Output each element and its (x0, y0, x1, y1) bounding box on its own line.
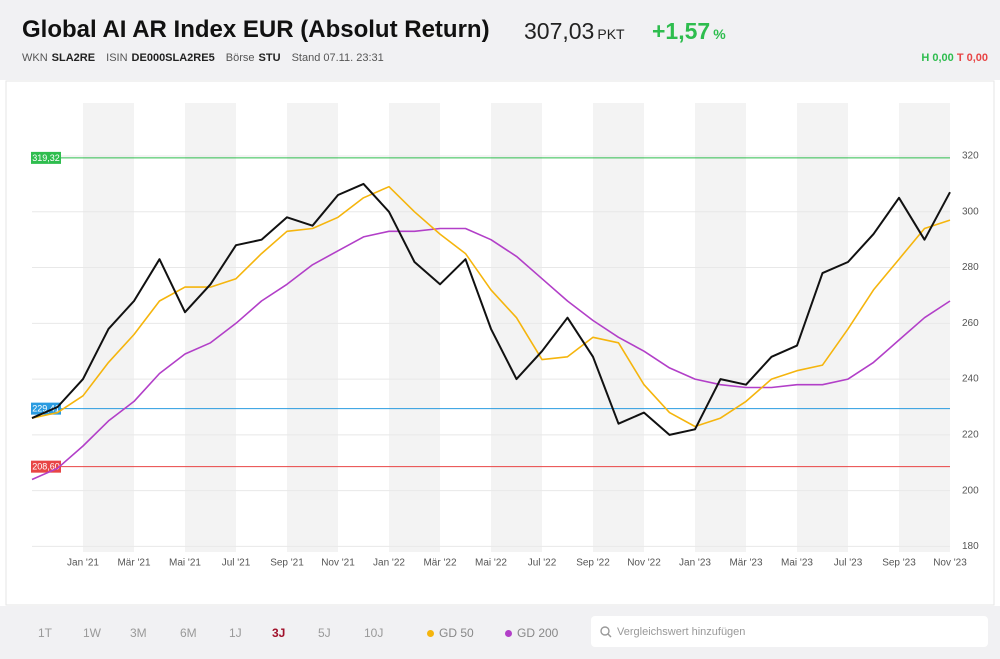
x-tick-label: Sep '23 (882, 558, 916, 569)
x-tick-label: Jan '21 (67, 558, 99, 569)
range-button[interactable]: 3M (130, 626, 147, 640)
reference-label-bg (31, 151, 61, 164)
x-tick-label: Sep '22 (576, 558, 610, 569)
y-tick-label: 280 (962, 262, 979, 273)
series-line (31, 227, 951, 481)
legend-item[interactable]: GD 50 (427, 626, 474, 640)
header: Global AI AR Index EUR (Absolut Return) … (0, 0, 1000, 80)
x-tick-label: Jul '22 (528, 558, 557, 569)
x-tick-label: Nov '23 (933, 558, 967, 569)
high: H 0,00 (921, 52, 954, 64)
toolbar: 1T 1W 3M 6M 1J 3J 5J 10J GD 50 GD 200 Vergleich… (0, 606, 1000, 659)
y-tick-label: 300 (962, 206, 979, 217)
price-unit: PKT (597, 26, 625, 42)
title: Global AI AR Index EUR (Absolut Return) (22, 16, 490, 43)
x-tick-label: Nov '21 (321, 558, 355, 569)
x-tick-label: Mai '23 (781, 558, 813, 569)
exchange: STU (258, 52, 281, 64)
search-box[interactable]: Vergleichswert hinzufügen (591, 616, 988, 647)
x-tick-label: Mär '21 (117, 558, 150, 569)
column-band (695, 103, 746, 552)
meta: WKN SLA2RE ISIN DE000SLA2RE5 Börse STU Stan… (22, 52, 384, 64)
timestamp: Stand 07.11. 23:31 (291, 52, 384, 64)
column-band (389, 103, 440, 552)
legend-label: GD 50 (439, 626, 474, 640)
x-tick-label: Sep '21 (270, 558, 304, 569)
column-band (593, 103, 644, 552)
chart: 180 200 220 240 260 280 300 320 Jan '21 Mär '21 Ma… (5, 80, 995, 606)
column-band (797, 103, 848, 552)
y-tick-label: 240 (962, 374, 979, 385)
reference-label: 208,60 (32, 462, 60, 472)
column-band (287, 103, 338, 552)
high-low: H 0,00 T 0,00 (921, 52, 988, 64)
price-value: 307,03 (524, 18, 595, 44)
x-tick-label: Jan '22 (373, 558, 405, 569)
y-tick-label: 320 (962, 151, 979, 162)
x-tick-label: Mär '23 (729, 558, 762, 569)
reference-label: 229,41 (32, 404, 60, 414)
wkn: SLA2RE (51, 52, 96, 64)
x-tick-label: Jul '21 (222, 558, 251, 569)
range-button[interactable]: 5J (318, 626, 331, 640)
exchange-label: Börse (225, 52, 255, 64)
range-button[interactable]: 1W (83, 626, 101, 640)
y-tick-label: 200 (962, 485, 979, 496)
x-tick-label: Mai '22 (475, 558, 507, 569)
isin-label: ISIN (106, 52, 128, 64)
wkn-label: WKN (22, 52, 48, 64)
isin: DE000SLA2RE5 (131, 52, 215, 64)
series-line (31, 185, 951, 428)
legend-label: GD 200 (517, 626, 559, 640)
x-tick-label: Mär '22 (423, 558, 456, 569)
legend-item[interactable]: GD 200 (505, 626, 558, 640)
y-tick-label: 260 (962, 318, 979, 329)
column-band (185, 103, 236, 552)
range-button[interactable]: 6M (180, 626, 197, 640)
range-button[interactable]: 10J (364, 626, 384, 640)
y-tick-label: 220 (962, 430, 979, 441)
x-tick-label: Nov '22 (627, 558, 661, 569)
x-tick-label: Jul '23 (834, 558, 863, 569)
range-button[interactable]: 1T (38, 626, 53, 640)
range-button[interactable]: 3J (272, 626, 286, 640)
y-tick-label: 180 (962, 541, 979, 552)
column-band (491, 103, 542, 552)
price: 307,03 PKT (524, 18, 625, 45)
series-line (31, 182, 951, 436)
change: +1,57% (652, 18, 726, 45)
x-tick-label: Jan '23 (679, 558, 711, 569)
change-unit: % (713, 26, 726, 42)
search-placeholder: Vergleichswert hinzufügen (617, 626, 746, 638)
change-value: +1,57 (652, 18, 711, 44)
reference-label-bg (31, 402, 61, 415)
legend-dot (505, 630, 512, 637)
reference-label: 319,32 (32, 153, 60, 163)
low: T 0,00 (956, 52, 988, 64)
x-tick-label: Mai '21 (169, 558, 201, 569)
range-button[interactable]: 1J (229, 626, 242, 640)
legend-dot (427, 630, 434, 637)
search-icon (600, 626, 612, 638)
column-band (899, 103, 950, 552)
